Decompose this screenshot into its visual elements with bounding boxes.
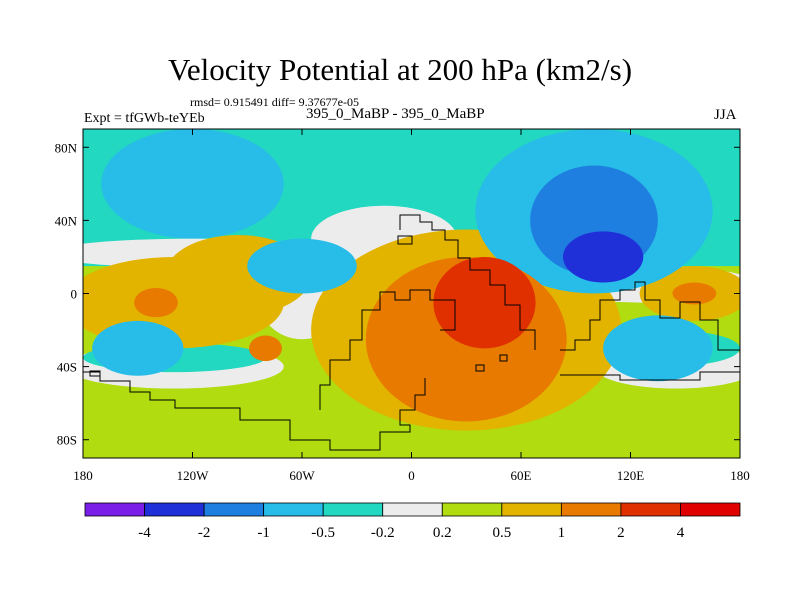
contour-neg-south-pac (603, 315, 713, 382)
contour-neg-northpac (101, 129, 284, 239)
colorbar-box (501, 502, 562, 517)
colorbar-box (382, 502, 443, 517)
colorbar-label: -0.5 (311, 525, 335, 541)
experiment-label: Expt = tfGWb-teYEb (84, 111, 205, 126)
y-tick-label: 40S (57, 360, 77, 375)
y-tick-label: 0 (71, 287, 78, 302)
season-label: JJA (714, 107, 737, 123)
colorbar-label: 1 (558, 525, 566, 541)
x-tick-label: 120W (177, 468, 210, 483)
contour-field (83, 129, 740, 458)
y-tick-label: 40N (55, 213, 78, 228)
x-tick-label: 180 (730, 468, 750, 483)
x-tick-label: 60E (511, 468, 532, 483)
colorbar-box (84, 502, 145, 517)
colorbar-label: -1 (257, 525, 270, 541)
contour-max-east (672, 282, 717, 305)
colorbar-label: -2 (198, 525, 211, 541)
y-tick-label: 80S (57, 433, 77, 448)
colorbar: -4 -2 -1 -0.5 -0.2 0.2 0.5 1 2 4 (84, 502, 741, 541)
x-tick-label: 0 (408, 468, 415, 483)
x-tick-label: 180 (73, 468, 93, 483)
colorbar-label: -4 (138, 525, 151, 541)
coastlines (83, 214, 740, 451)
colorbar-label: -0.2 (371, 525, 395, 541)
contour-neg-south-west (92, 320, 184, 376)
stats-text: rmsd= 0.915491 diff= 9.37677e-05 (190, 95, 359, 109)
contour-neg-northpac2 (247, 238, 357, 294)
contour-max-west2 (249, 335, 282, 362)
colorbar-box (560, 502, 622, 517)
colorbar-box (144, 502, 205, 517)
contour-neg-asia-3 (562, 231, 644, 283)
colorbar-label: 0.5 (492, 525, 511, 541)
contour-max-west (134, 288, 178, 318)
colorbar-box (620, 502, 681, 517)
colorbar-label: 0.2 (433, 525, 452, 541)
y-axis: 80N 40N 0 40S 80S (55, 140, 740, 448)
x-tick-label: 60W (289, 468, 315, 483)
colorbar-box (322, 502, 384, 517)
colorbar-box (680, 502, 741, 517)
colorbar-label: 2 (617, 525, 625, 541)
subtitle: 395_0_MaBP - 395_0_MaBP (306, 106, 485, 122)
colorbar-box (203, 502, 265, 517)
chart-title: Velocity Potential at 200 hPa (km2/s) (167, 52, 633, 87)
x-tick-label: 120E (617, 468, 645, 483)
colorbar-box (441, 502, 503, 517)
colorbar-box (263, 502, 324, 517)
y-tick-label: 80N (55, 140, 78, 155)
contour-max-2 (433, 256, 536, 349)
x-axis: 180 120W 60W 0 60E 120E 180 (73, 129, 750, 483)
colorbar-label: 4 (677, 525, 685, 541)
